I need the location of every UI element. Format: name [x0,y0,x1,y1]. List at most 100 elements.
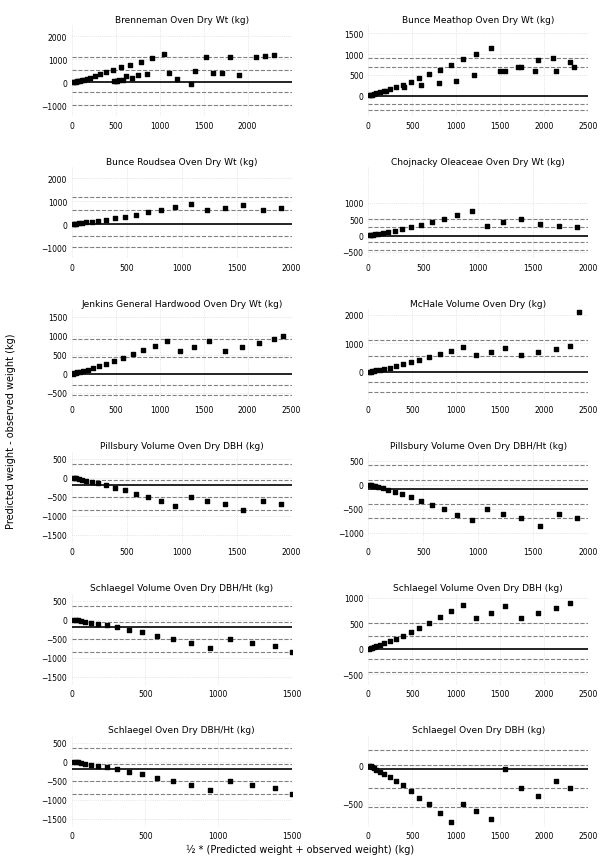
Point [186,198,196,212]
Point [202,494,212,508]
Point [112,75,122,89]
Point [369,641,379,654]
Point [390,486,400,499]
Point [271,782,280,796]
Point [365,365,374,379]
Point [76,756,86,770]
Point [424,797,434,811]
Point [385,362,394,375]
Point [79,74,89,88]
Point [391,632,400,646]
Point [572,221,582,235]
Point [369,761,379,775]
Point [187,78,196,92]
Point [383,226,393,239]
Point [369,364,379,378]
Point [73,614,83,628]
Point [109,64,118,77]
Point [90,70,100,84]
Point [94,214,103,228]
Point [83,363,92,377]
Point [73,366,82,380]
Point [551,602,560,616]
Point [551,343,560,356]
Point [68,76,77,90]
Point [439,503,449,517]
Point [368,229,377,243]
Point [375,86,385,100]
Point [378,482,388,496]
Point [186,778,196,792]
Point [458,796,468,810]
Point [566,56,575,70]
Point [137,767,147,781]
Point [435,348,445,362]
Point [548,53,557,66]
Point [225,632,235,646]
Point [589,167,598,181]
Point [566,597,575,610]
Point [208,67,217,81]
Point [496,65,505,78]
Point [87,475,97,489]
Point [80,757,90,771]
Point [73,756,83,770]
Point [94,759,103,773]
Point [86,71,95,85]
Point [375,765,385,778]
Point [68,471,78,485]
Title: Schlaegel Oven Dry DBH/Ht (kg): Schlaegel Oven Dry DBH/Ht (kg) [109,725,255,734]
Point [86,616,96,630]
Point [439,213,449,226]
Point [147,52,157,65]
Point [554,220,564,233]
Point [70,472,80,486]
Point [71,472,81,486]
Point [170,201,180,215]
Point [517,611,526,625]
Point [551,65,560,78]
Point [513,60,523,74]
Point [517,60,526,74]
Point [260,50,270,64]
Point [379,362,389,376]
Point [516,512,526,526]
Point [217,67,227,81]
Point [452,209,462,223]
Point [383,484,393,498]
Point [517,349,526,362]
Point [391,360,400,374]
Point [238,199,248,213]
Point [517,782,526,796]
Point [71,218,81,232]
Point [435,610,445,624]
Point [94,477,103,491]
Point [269,333,279,347]
Point [427,216,437,230]
Point [164,67,173,81]
Point [82,474,91,488]
Point [458,53,468,67]
Point [516,213,526,226]
Title: Chojnacky Oleaceae Oven Dry Wt (kg): Chojnacky Oleaceae Oven Dry Wt (kg) [391,158,565,167]
Point [109,75,119,89]
Point [416,219,426,232]
Title: Jenkins General Hardwood Oven Dry Wt (kg): Jenkins General Hardwood Oven Dry Wt (kg… [81,300,283,309]
Point [424,351,434,365]
Point [533,345,543,359]
Point [499,507,508,521]
Point [435,64,445,77]
Point [375,638,385,652]
Point [500,341,510,355]
Point [566,340,575,354]
Point [204,335,214,349]
Point [499,216,508,230]
Point [554,507,564,521]
Point [435,806,445,820]
Point [88,362,98,375]
Point [202,51,211,65]
Point [472,611,481,625]
Title: Schlaegel Oven Dry DBH (kg): Schlaegel Oven Dry DBH (kg) [412,725,545,734]
Point [205,641,214,655]
Point [111,75,121,89]
